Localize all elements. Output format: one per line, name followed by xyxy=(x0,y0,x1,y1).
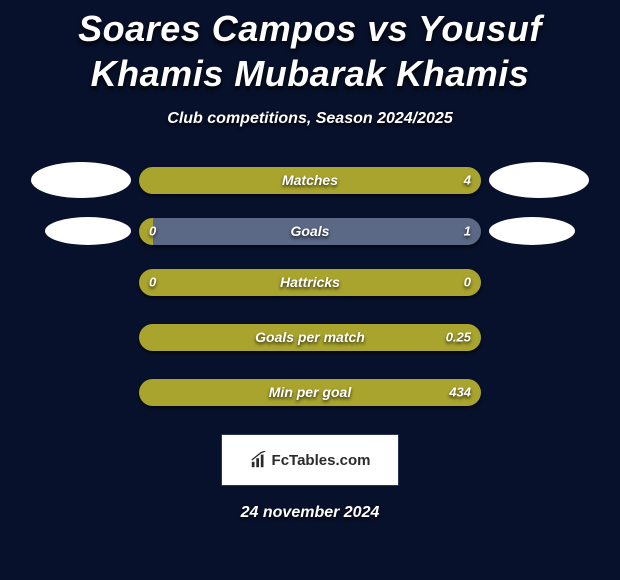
stat-row: 4Matches xyxy=(0,162,620,198)
avatar-right xyxy=(489,217,575,245)
stat-label: Goals per match xyxy=(139,329,481,345)
stat-bar: 00Hattricks xyxy=(139,269,481,296)
stat-row: 01Goals xyxy=(0,217,620,245)
stat-label: Hattricks xyxy=(139,274,481,290)
stat-row: 0.25Goals per match xyxy=(0,319,620,355)
stat-bar: 0.25Goals per match xyxy=(139,324,481,351)
comparison-rows: 4Matches 01Goals 00Hattricks 0.25Goals per … xyxy=(0,162,620,410)
brand-text: FcTables.com xyxy=(272,452,371,469)
page-title: Soares Campos vs Yousuf Khamis Mubarak K… xyxy=(0,0,620,96)
stat-bar: 4Matches xyxy=(139,167,481,194)
date-label: 24 november 2024 xyxy=(0,504,620,522)
avatar-left xyxy=(31,162,131,198)
stat-label: Matches xyxy=(139,172,481,188)
stat-row: 434Min per goal xyxy=(0,374,620,410)
brand-badge: FcTables.com xyxy=(221,434,399,486)
stat-label: Min per goal xyxy=(139,384,481,400)
chart-icon xyxy=(250,451,268,469)
stat-label: Goals xyxy=(139,223,481,239)
page-subtitle: Club competitions, Season 2024/2025 xyxy=(0,110,620,128)
stat-bar: 434Min per goal xyxy=(139,379,481,406)
avatar-left xyxy=(45,217,131,245)
avatar-right xyxy=(489,162,589,198)
stat-row: 00Hattricks xyxy=(0,264,620,300)
stat-bar: 01Goals xyxy=(139,218,481,245)
